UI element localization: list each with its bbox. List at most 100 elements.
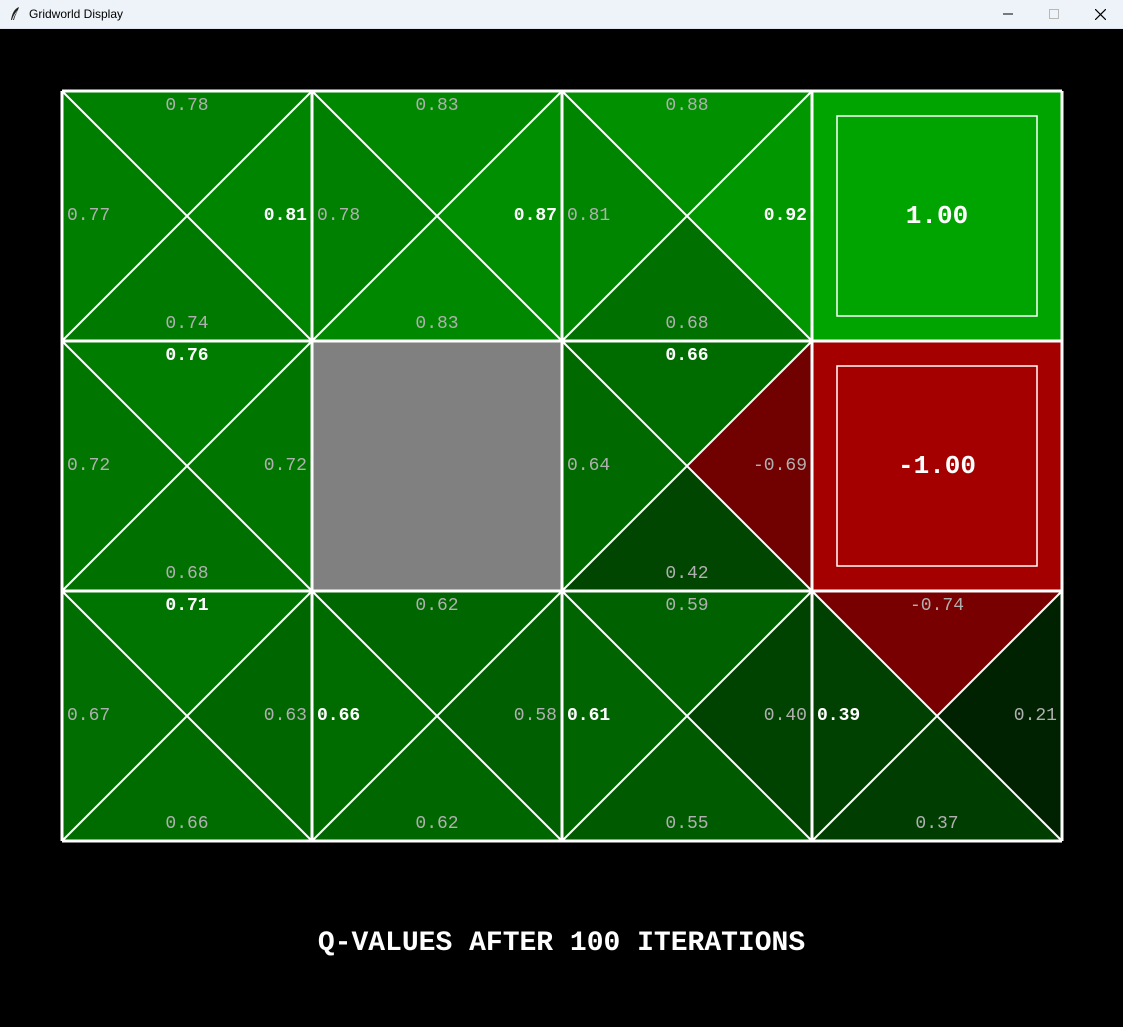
- q-triangle-west: [62, 341, 187, 591]
- q-value-east: 0.21: [1014, 706, 1057, 726]
- exit-value: 1.00: [906, 201, 968, 231]
- q-value-south: 0.83: [415, 314, 458, 334]
- q-value-north: 0.76: [165, 346, 208, 366]
- q-triangle-east: [687, 591, 812, 841]
- q-value-south: 0.62: [415, 814, 458, 834]
- pit-exit-cell: [812, 341, 1062, 591]
- q-triangle-south: [62, 716, 312, 841]
- q-triangle-south: [312, 216, 562, 341]
- q-triangle-south: [562, 466, 812, 591]
- q-value-north: 0.78: [165, 96, 208, 116]
- exit-inner-square: [836, 365, 1038, 567]
- q-triangle-east: [187, 91, 312, 341]
- q-value-west: 0.77: [67, 206, 110, 226]
- q-triangle-south: [562, 216, 812, 341]
- q-triangle-west: [812, 591, 937, 841]
- q-value-west: 0.78: [317, 206, 360, 226]
- q-value-west: 0.81: [567, 206, 610, 226]
- q-triangle-west: [62, 591, 187, 841]
- q-triangle-west: [312, 91, 437, 341]
- q-value-north: 0.71: [165, 596, 208, 616]
- q-triangle-north: [812, 591, 1062, 716]
- q-value-east: 0.81: [264, 206, 307, 226]
- close-button[interactable]: [1077, 0, 1123, 29]
- q-triangle-south: [812, 716, 1062, 841]
- q-value-south: 0.68: [665, 314, 708, 334]
- diagonal-line: [811, 590, 1063, 842]
- q-value-west: 0.39: [817, 706, 860, 726]
- q-triangle-east: [437, 591, 562, 841]
- q-value-west: 0.61: [567, 706, 610, 726]
- q-triangle-south: [312, 716, 562, 841]
- q-value-east: 0.87: [514, 206, 557, 226]
- maximize-icon: [1049, 9, 1059, 19]
- q-value-grid: 0.78 0.81 0.74 0.77 0.83 0.87 0.83 0.78 0.88 0.92…: [60, 89, 1064, 843]
- window-title: Gridworld Display: [29, 7, 124, 21]
- q-triangle-north: [62, 591, 312, 716]
- maximize-button[interactable]: [1031, 0, 1077, 29]
- q-value-south: 0.37: [915, 814, 958, 834]
- q-value-north: 0.66: [665, 346, 708, 366]
- gridworld-canvas: 0.78 0.81 0.74 0.77 0.83 0.87 0.83 0.78 0.88 0.92…: [0, 30, 1123, 1027]
- close-icon: [1094, 8, 1106, 20]
- diagonal-line: [561, 340, 813, 592]
- q-value-west: 0.66: [317, 706, 360, 726]
- q-value-south: 0.42: [665, 564, 708, 584]
- q-value-west: 0.72: [67, 456, 110, 476]
- q-value-north: 0.62: [415, 596, 458, 616]
- diagonal-line: [311, 590, 563, 842]
- q-triangle-east: [687, 91, 812, 341]
- feather-icon: [7, 6, 23, 22]
- exit-inner-square: [836, 115, 1038, 317]
- q-triangle-east: [687, 341, 812, 591]
- q-triangle-north: [312, 591, 562, 716]
- q-triangle-north: [62, 341, 312, 466]
- q-triangle-north: [562, 341, 812, 466]
- q-value-south: 0.74: [165, 314, 208, 334]
- diagonal-line: [61, 90, 313, 342]
- q-value-north: 0.59: [665, 596, 708, 616]
- q-value-north: -0.74: [910, 596, 964, 616]
- diagonal-line: [561, 90, 813, 342]
- minimize-button[interactable]: [985, 0, 1031, 29]
- q-triangle-north: [312, 91, 562, 216]
- q-value-north: 0.88: [665, 96, 708, 116]
- q-triangle-west: [62, 91, 187, 341]
- q-triangle-west: [562, 591, 687, 841]
- q-value-west: 0.67: [67, 706, 110, 726]
- diagonal-line: [61, 340, 313, 592]
- q-triangle-east: [187, 591, 312, 841]
- q-triangle-west: [562, 91, 687, 341]
- q-triangle-south: [62, 466, 312, 591]
- diagonal-line: [61, 590, 313, 842]
- q-triangle-west: [562, 341, 687, 591]
- q-value-east: -0.69: [753, 456, 807, 476]
- q-value-east: 0.58: [514, 706, 557, 726]
- q-value-north: 0.83: [415, 96, 458, 116]
- q-triangle-south: [562, 716, 812, 841]
- exit-value: -1.00: [898, 451, 976, 481]
- minimize-icon: [1003, 13, 1013, 15]
- q-value-east: 0.92: [764, 206, 807, 226]
- window-titlebar: Gridworld Display: [0, 0, 1123, 29]
- goal-exit-cell: [812, 91, 1062, 341]
- q-triangle-east: [937, 591, 1062, 841]
- q-triangle-east: [187, 341, 312, 591]
- q-value-east: 0.40: [764, 706, 807, 726]
- diagonal-line: [561, 590, 813, 842]
- q-value-south: 0.55: [665, 814, 708, 834]
- q-triangle-north: [562, 91, 812, 216]
- q-triangle-west: [312, 591, 437, 841]
- q-triangle-east: [437, 91, 562, 341]
- q-triangle-north: [62, 91, 312, 216]
- iteration-caption: Q-VALUES AFTER 100 ITERATIONS: [317, 928, 806, 959]
- q-value-south: 0.66: [165, 814, 208, 834]
- wall-cell: [312, 341, 562, 591]
- q-triangle-north: [562, 591, 812, 716]
- q-value-east: 0.72: [264, 456, 307, 476]
- diagonal-line: [311, 90, 563, 342]
- q-value-west: 0.64: [567, 456, 610, 476]
- q-value-east: 0.63: [264, 706, 307, 726]
- q-value-south: 0.68: [165, 564, 208, 584]
- q-triangle-south: [62, 216, 312, 341]
